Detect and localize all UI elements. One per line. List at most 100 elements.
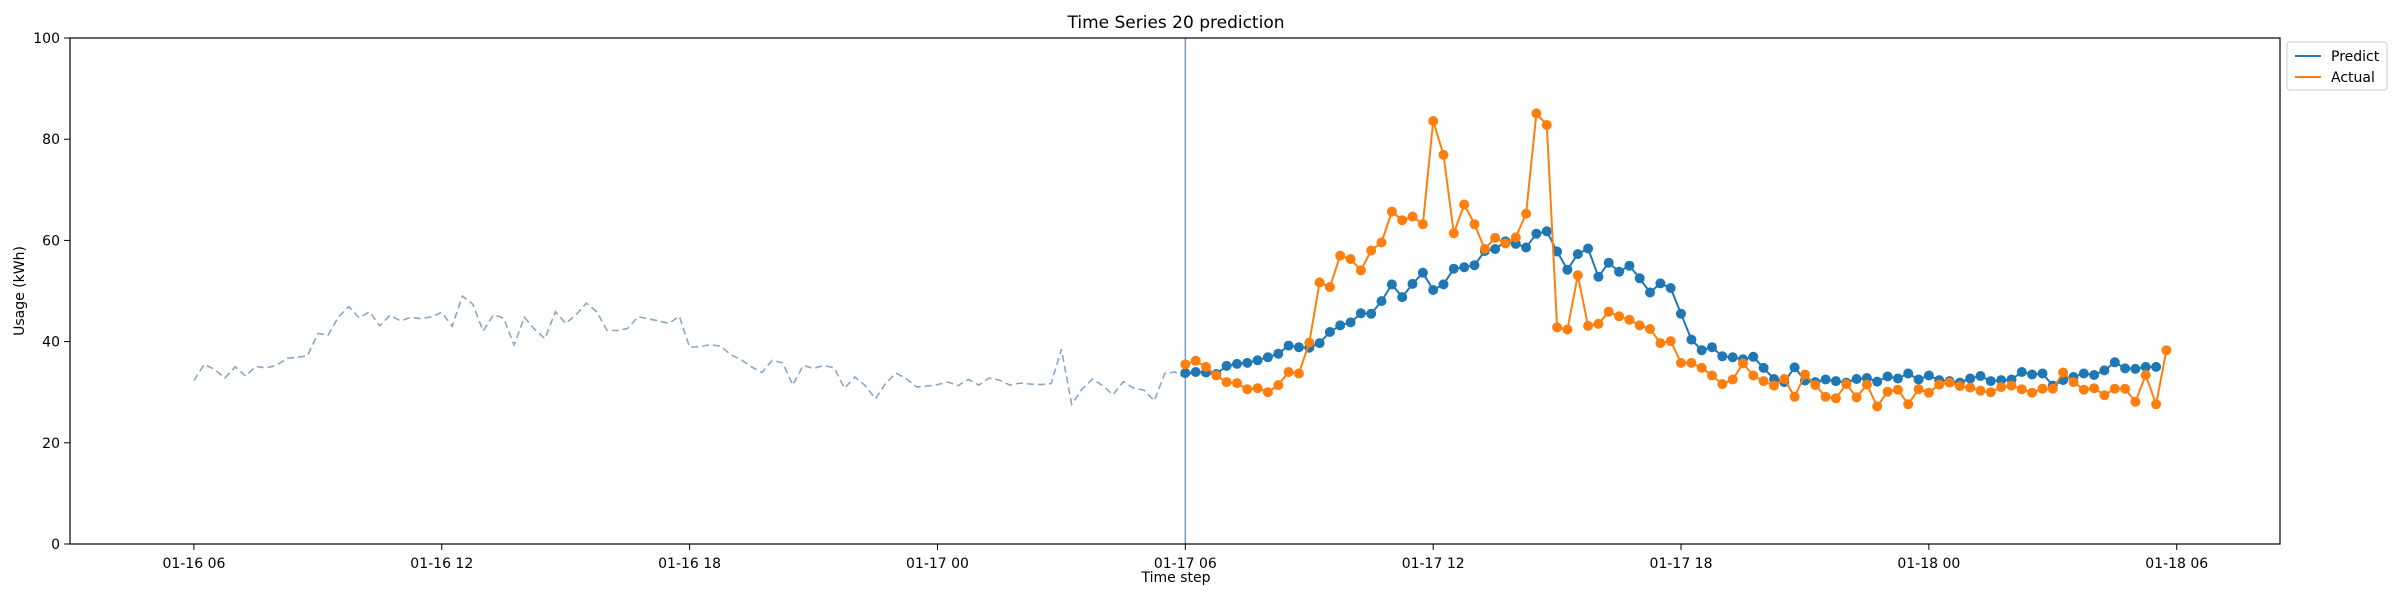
legend: Predict Actual [2286,41,2388,91]
predict-point [1562,264,1573,275]
actual-point [1242,384,1253,395]
actual-point [1738,358,1748,369]
actual-line [1184,111,2168,409]
actual-point [2161,345,2172,356]
predict-point [1748,351,1759,362]
y-tick-label: 80 [42,132,60,148]
actual-point [1758,376,1769,387]
actual-point [1903,399,1914,410]
predict-point [1707,342,1717,353]
actual-point [1479,244,1490,254]
predict-point [2120,363,2131,374]
predict-point [2109,357,2120,368]
predict-point [1407,278,1418,289]
predict-point [1180,368,1191,378]
predict-point [1262,352,1273,363]
legend-label-actual: Actual [2331,70,2375,86]
predict-point [1355,308,1366,319]
actual-point [1707,370,1717,381]
actual-point [1314,277,1325,288]
predict-point [1490,244,1501,254]
predict-point [1892,373,1903,384]
predict-point [1293,342,1304,353]
actual-point [1830,393,1841,404]
y-tick-label: 60 [42,233,60,249]
y-tick-label: 20 [42,436,60,452]
plot-frame [69,37,2281,545]
y-tick-label: 0 [51,537,60,553]
actual-point [1934,379,1945,390]
actual-point [1769,380,1779,391]
actual-point [1572,270,1583,281]
predict-point [1469,260,1480,271]
predict-point [1593,271,1604,282]
predict-point [1996,375,2007,386]
predict-point [1614,266,1625,277]
predict-point [2078,368,2089,379]
actual-point [1996,382,2007,393]
predict-point [1655,278,1666,289]
predict-point [1717,351,1728,362]
actual-point [1221,377,1232,388]
actual-point [2058,367,2069,378]
predict-point [1438,279,1449,290]
actual-point [1717,379,1728,390]
actual-point [1841,379,1852,390]
actual-point [2151,399,2162,410]
actual-point [1345,254,1356,265]
actual-point [1892,384,1903,395]
predict-point [1913,374,1924,385]
predict-point [1273,348,1284,359]
actual-point [1913,384,1924,395]
actual-point [2016,384,2027,395]
predict-point [2027,369,2038,380]
predict-point [1872,376,1883,387]
predict-point [1324,327,1335,337]
actual-point [1583,320,1594,331]
predict-point [1603,257,1614,268]
actual-point [1355,265,1366,276]
predict-point [1923,370,1934,381]
predict-point [2130,363,2141,374]
actual-point [1438,149,1449,160]
predict-point [1252,355,1263,366]
predict-point [1851,374,1862,384]
actual-point [1851,392,1862,403]
plot-area [193,38,2172,544]
predict-point [1190,367,1201,377]
actual-point [1985,387,1996,398]
x-tick-label: 01-17 12 [1402,556,1465,572]
actual-point [2140,370,2151,380]
actual-point [1531,108,1542,119]
actual-point [1975,385,1986,396]
actual-point [1686,357,1697,368]
predict-point [1975,371,1986,381]
predict-point [1448,263,1459,274]
legend-label-predict: Predict [2331,49,2380,65]
predict-point [1366,308,1377,319]
actual-point [1283,367,1294,377]
predict-point [1665,283,1676,293]
actual-point [1634,320,1645,331]
actual-point [2120,383,2131,394]
predict-point [1696,345,1707,356]
predict-point [1882,371,1893,382]
predict-point [1283,340,1294,351]
actual-point [1872,401,1883,412]
actual-point [1882,386,1893,397]
actual-point [1655,338,1666,349]
predict-line [1185,230,2157,387]
x-tick-label: 01-17 00 [906,556,969,572]
actual-point [2068,377,2079,388]
predict-point [2151,361,2162,372]
actual-point [2089,383,2100,394]
actual-point [1965,382,1976,393]
predict-point [1572,249,1583,260]
actual-point [1861,379,1872,390]
predict-point [1965,373,1976,384]
predict-point [1820,374,1831,385]
actual-point [1593,318,1604,329]
predict-point [1397,292,1408,303]
predict-point [1428,285,1439,295]
actual-point [2109,383,2120,394]
